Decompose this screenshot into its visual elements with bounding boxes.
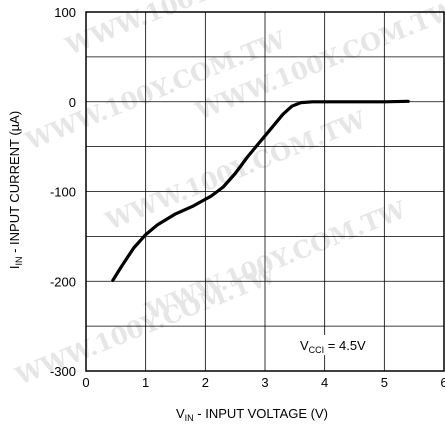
grid (86, 12, 444, 371)
watermark-text: WWW.100Y.COM.TW (100, 104, 370, 236)
x-tick-label: 5 (381, 375, 388, 390)
x-tick-label: 4 (321, 375, 328, 390)
x-tick-label: 2 (202, 375, 209, 390)
y-tick-label: -100 (50, 185, 76, 200)
y-tick-labels: 100 0 -100 -200 -300 (50, 5, 76, 379)
annotation-background (293, 335, 383, 355)
x-tick-label: 0 (82, 375, 89, 390)
x-tick-labels: 0 1 2 3 4 5 6 (82, 375, 445, 390)
x-tick-label: 3 (261, 375, 268, 390)
x-tick-label: 1 (142, 375, 149, 390)
watermark-text: WWW.100Y.COM.TW (60, 0, 330, 61)
x-axis-label: VIN - INPUT VOLTAGE (V) (176, 406, 328, 423)
plot-frame (85, 11, 445, 372)
y-tick-label: 0 (69, 95, 76, 110)
x-tick-label: 6 (440, 375, 445, 390)
y-tick-label: 100 (54, 5, 76, 20)
y-axis-label: IIN - INPUT CURRENT (µA) (7, 111, 24, 269)
annotation-vcci: VCCI = 4.5V (300, 338, 366, 355)
y-tick-label: -200 (50, 274, 76, 289)
series-line (111, 99, 410, 282)
series-layer (111, 99, 410, 282)
y-tick-label: -300 (50, 364, 76, 379)
